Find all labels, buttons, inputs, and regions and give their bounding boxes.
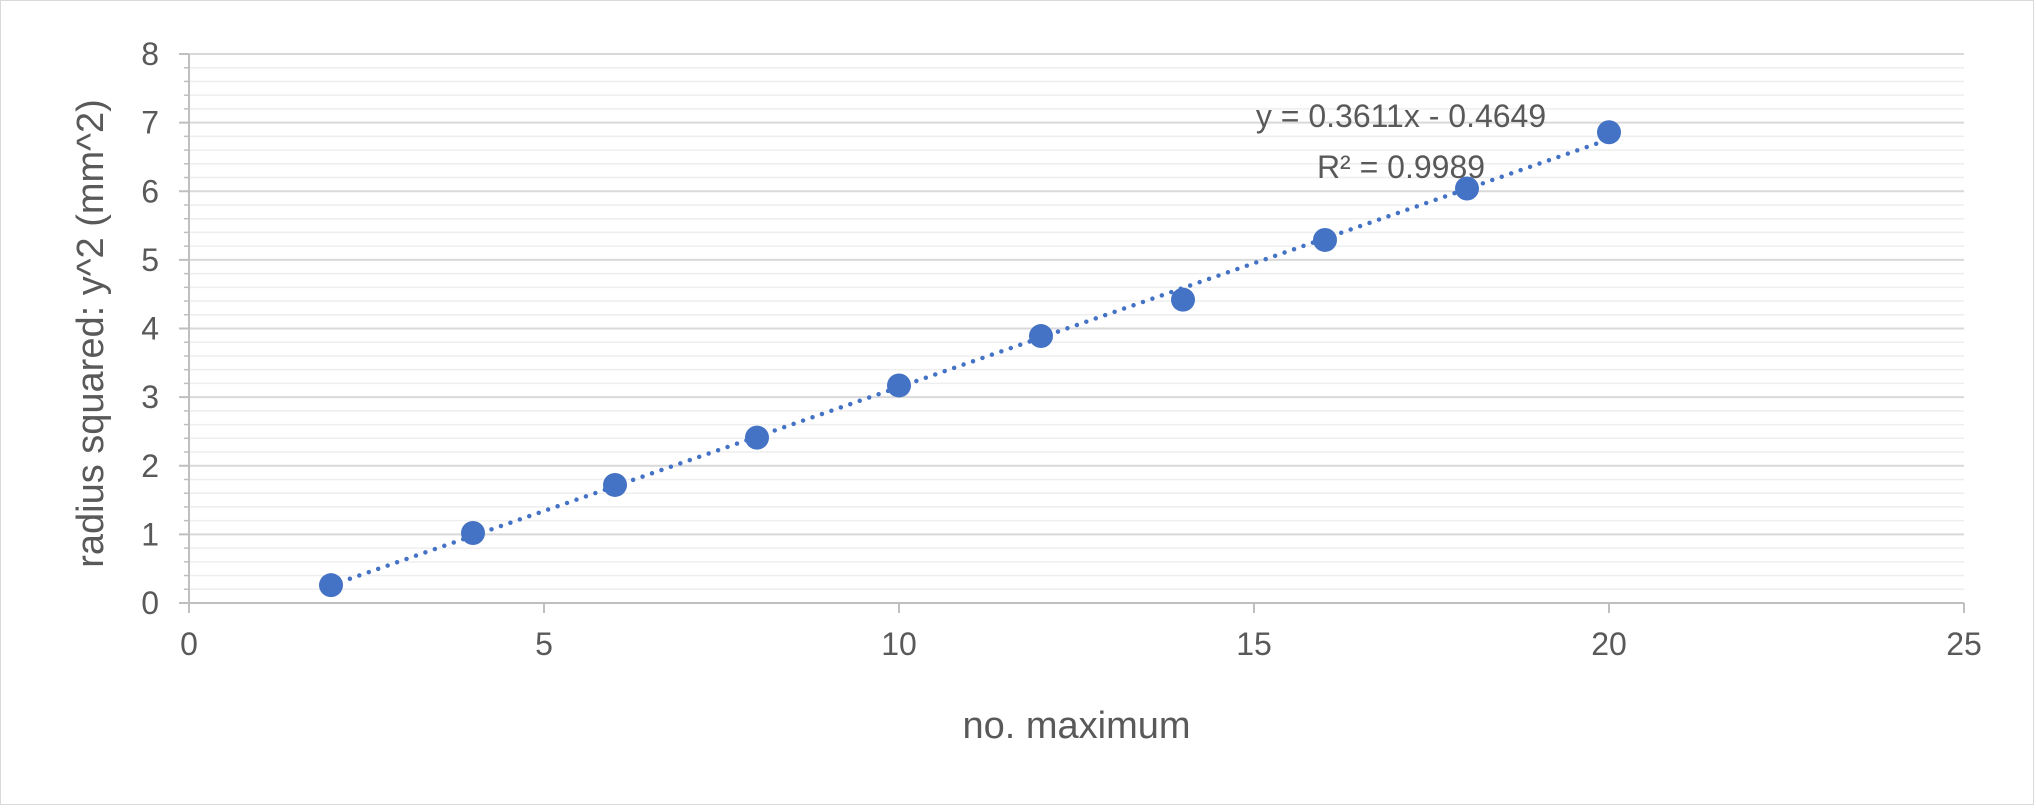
x-tick-label: 25 xyxy=(1946,626,1982,662)
data-point xyxy=(887,373,911,398)
trendline-r-squared: R² = 0.9989 xyxy=(1317,149,1485,185)
data-point xyxy=(319,573,343,598)
x-tick-label: 20 xyxy=(1591,626,1627,662)
y-tick-label: 0 xyxy=(141,585,159,621)
y-tick-label: 4 xyxy=(141,311,159,347)
x-tick-label: 15 xyxy=(1236,626,1272,662)
y-tick-label: 7 xyxy=(141,105,159,141)
data-point xyxy=(1597,120,1621,145)
y-tick-label: 6 xyxy=(141,173,159,209)
data-point xyxy=(1455,176,1479,201)
data-points xyxy=(319,120,1621,598)
x-tick-label: 0 xyxy=(180,626,198,662)
y-tick-label: 8 xyxy=(141,36,159,72)
minor-gridlines xyxy=(189,66,1964,591)
axes xyxy=(179,53,1965,613)
data-point xyxy=(745,425,769,450)
y-tick-label: 2 xyxy=(141,448,159,484)
y-tick-label: 5 xyxy=(141,242,159,278)
data-point xyxy=(1171,287,1195,312)
data-point xyxy=(461,521,485,546)
x-axis-title: no. maximum xyxy=(962,705,1190,747)
data-point xyxy=(603,472,627,497)
y-tick-label: 1 xyxy=(141,516,159,552)
major-gridlines xyxy=(189,53,1964,536)
trendline-equation: y = 0.3611x - 0.4649 xyxy=(1256,98,1546,134)
y-tick-labels: 0 1 2 3 4 5 6 7 8 xyxy=(141,36,159,621)
trendline-group xyxy=(328,137,1612,588)
data-point xyxy=(1313,227,1337,252)
x-tick-label: 10 xyxy=(881,626,917,662)
y-axis-title: radius squared: y^2 (mm^2) xyxy=(70,99,112,568)
trendline xyxy=(328,137,1612,588)
y-tick-label: 3 xyxy=(141,379,159,415)
data-point xyxy=(1029,324,1053,349)
x-tick-labels: 0 5 10 15 20 25 xyxy=(180,626,1982,662)
x-tick-label: 5 xyxy=(535,626,553,662)
